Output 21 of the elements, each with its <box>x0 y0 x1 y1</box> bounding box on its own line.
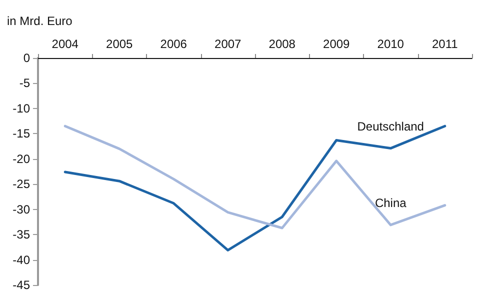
x-tick-label: 2009 <box>323 37 350 51</box>
y-tick-label: -20 <box>12 152 30 166</box>
x-tick-label: 2010 <box>377 37 404 51</box>
y-axis-title: in Mrd. Euro <box>7 14 73 28</box>
y-tick-label: -30 <box>12 202 30 216</box>
y-tick-label: -10 <box>12 101 30 116</box>
x-tick-label: 2004 <box>52 37 79 51</box>
x-tick-label: 2006 <box>160 37 188 51</box>
series-label: Deutschland <box>357 119 424 134</box>
y-tick-label: -40 <box>12 252 30 267</box>
y-tick-label: 0 <box>23 51 30 65</box>
y-tick-label: -5 <box>19 76 30 90</box>
y-tick-label: -15 <box>12 126 30 141</box>
y-tick-label: -25 <box>12 177 30 192</box>
x-tick-label: 2011 <box>432 37 458 51</box>
x-tick-label: 2005 <box>106 37 134 51</box>
series-label: China <box>374 196 407 210</box>
x-tick-label: 2008 <box>268 37 296 51</box>
x-tick-label: 2007 <box>214 37 242 51</box>
y-tick-label: -45 <box>12 278 30 292</box>
y-tick-label: -35 <box>12 228 30 242</box>
